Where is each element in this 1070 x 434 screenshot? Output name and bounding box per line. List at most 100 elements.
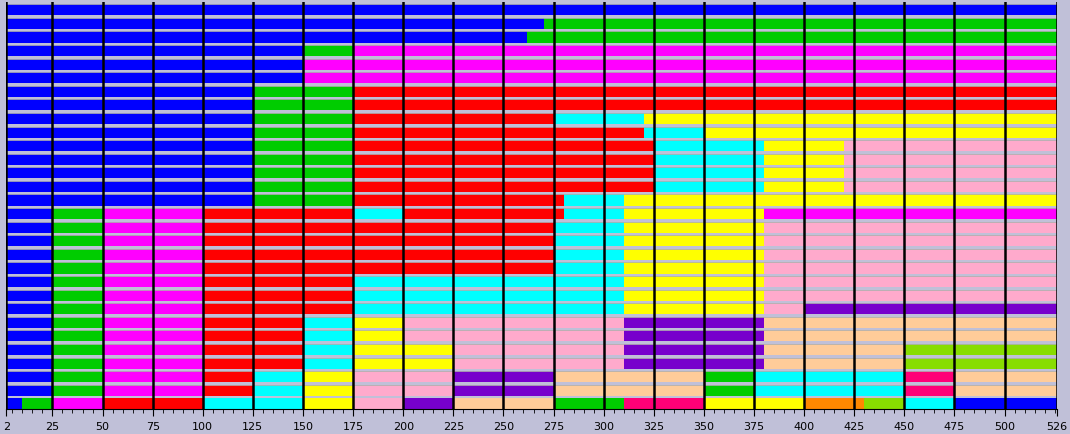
Bar (403, 317, 624, 328)
Bar (52, 344, 103, 355)
Bar (644, 114, 1057, 125)
Bar (103, 249, 203, 260)
Bar (804, 398, 865, 409)
Bar (624, 263, 764, 274)
Bar (6, 371, 52, 382)
Bar (6, 249, 52, 260)
Bar (52, 331, 103, 342)
Bar (764, 222, 1057, 233)
Bar (203, 398, 303, 409)
Bar (528, 32, 1057, 43)
Bar (6, 331, 52, 342)
Bar (253, 168, 353, 179)
Bar (353, 141, 654, 152)
Bar (303, 385, 353, 396)
Bar (764, 263, 1057, 274)
Bar (624, 303, 764, 315)
Bar (203, 263, 553, 274)
Bar (353, 209, 403, 220)
Bar (6, 317, 52, 328)
Bar (253, 195, 353, 206)
Bar (253, 181, 353, 193)
Bar (353, 168, 654, 179)
Bar (353, 114, 553, 125)
Bar (553, 263, 624, 274)
Bar (52, 371, 103, 382)
Bar (804, 303, 1057, 315)
Bar (904, 371, 954, 382)
Bar (954, 371, 1057, 382)
Bar (624, 195, 1057, 206)
Bar (52, 209, 103, 220)
Bar (6, 155, 253, 165)
Bar (553, 236, 624, 247)
Bar (253, 114, 353, 125)
Bar (624, 398, 704, 409)
Bar (253, 100, 353, 111)
Bar (904, 398, 954, 409)
Bar (624, 222, 764, 233)
Bar (253, 385, 303, 396)
Bar (6, 141, 253, 152)
Bar (303, 358, 353, 369)
Bar (353, 181, 654, 193)
Bar (353, 317, 403, 328)
Bar (764, 358, 904, 369)
Bar (6, 127, 253, 138)
Bar (52, 249, 103, 260)
Bar (103, 222, 203, 233)
Bar (553, 249, 624, 260)
Bar (6, 168, 253, 179)
Bar (6, 195, 253, 206)
Bar (253, 86, 353, 98)
Bar (203, 331, 303, 342)
Bar (6, 236, 52, 247)
Bar (303, 59, 1057, 71)
Bar (103, 276, 203, 287)
Bar (253, 127, 353, 138)
Bar (624, 290, 764, 301)
Bar (103, 398, 203, 409)
Bar (764, 236, 1057, 247)
Bar (253, 155, 353, 165)
Bar (203, 358, 303, 369)
Bar (52, 236, 103, 247)
Bar (203, 317, 303, 328)
Bar (764, 181, 844, 193)
Bar (6, 222, 52, 233)
Bar (203, 222, 553, 233)
Bar (6, 5, 1057, 16)
Bar (103, 385, 203, 396)
Bar (6, 19, 544, 30)
Bar (52, 317, 103, 328)
Bar (624, 209, 764, 220)
Bar (644, 127, 704, 138)
Bar (6, 32, 528, 43)
Bar (203, 209, 353, 220)
Bar (6, 46, 303, 57)
Bar (6, 114, 253, 125)
Bar (624, 249, 764, 260)
Bar (553, 371, 704, 382)
Bar (353, 371, 454, 382)
Bar (303, 331, 353, 342)
Bar (454, 385, 553, 396)
Bar (353, 385, 454, 396)
Bar (103, 344, 203, 355)
Bar (6, 290, 52, 301)
Bar (353, 100, 1057, 111)
Bar (553, 46, 1057, 57)
Bar (353, 290, 624, 301)
Bar (6, 86, 253, 98)
Bar (654, 141, 764, 152)
Bar (764, 303, 804, 315)
Bar (52, 290, 103, 301)
Bar (564, 209, 624, 220)
Bar (353, 86, 1057, 98)
Bar (103, 371, 203, 382)
Bar (203, 344, 303, 355)
Bar (303, 398, 353, 409)
Bar (654, 155, 764, 165)
Bar (253, 371, 303, 382)
Bar (52, 222, 103, 233)
